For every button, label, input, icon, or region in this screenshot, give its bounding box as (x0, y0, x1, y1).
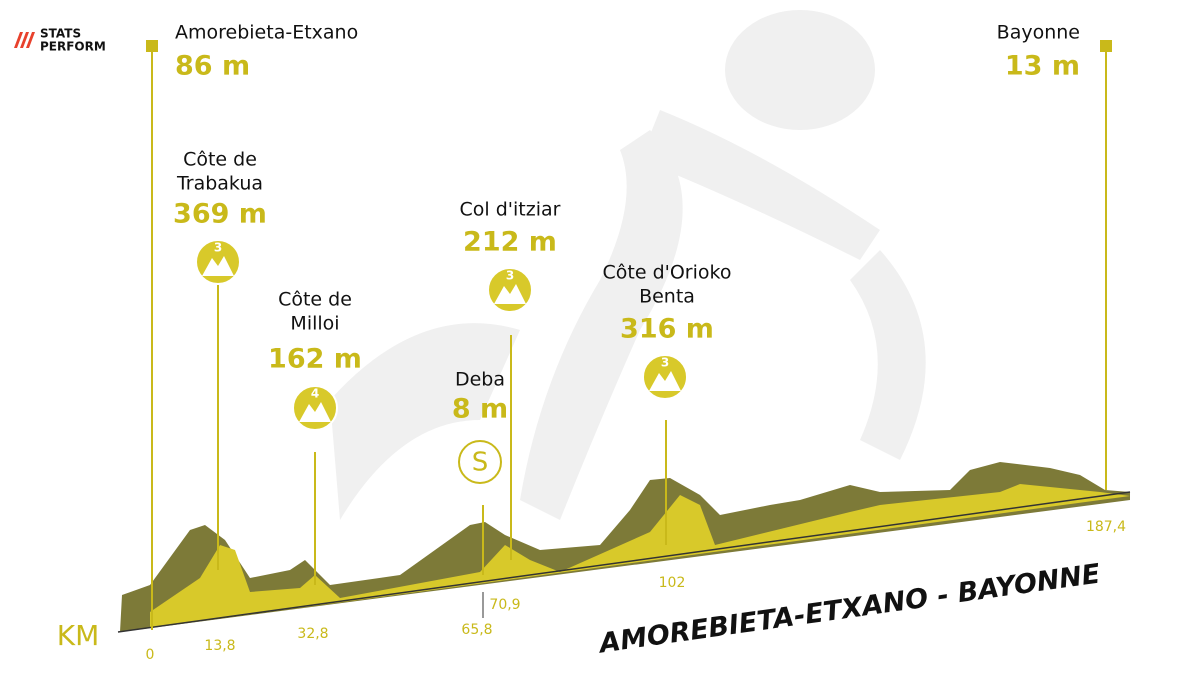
climb-category: 3 (214, 241, 222, 255)
finish-altitude: 13 m (1005, 51, 1080, 82)
climb-altitude: 369 m (173, 199, 267, 230)
climb-name: Côte de (183, 149, 257, 171)
climb-altitude: 162 m (268, 344, 362, 375)
climb-category: 3 (661, 356, 669, 370)
km-label: 0 (146, 647, 155, 663)
km-label: 32,8 (297, 626, 328, 642)
climb-altitude: 212 m (463, 227, 557, 258)
climb-category: 3 (506, 269, 514, 283)
climb-altitude: 316 m (620, 314, 714, 345)
brand-line: STATS (40, 27, 81, 41)
brand-line: PERFORM (40, 40, 106, 54)
finish-flag (1100, 40, 1112, 52)
km-label: 13,8 (204, 638, 235, 654)
start-name: Amorebieta-Etxano (175, 22, 358, 44)
baseline (117, 491, 1131, 633)
km-label: 187,4 (1086, 519, 1126, 535)
finish-name: Bayonne (997, 22, 1080, 44)
climb-name: Côte de (278, 289, 352, 311)
climb-category: 4 (311, 387, 319, 401)
km-label: 102 (659, 575, 686, 591)
climb-name: Benta (639, 286, 695, 308)
sprint-altitude: 8 m (452, 394, 508, 425)
start-flag (146, 40, 158, 52)
sprint: Deba 8 m S (452, 369, 508, 575)
axis-unit: KM (57, 619, 100, 652)
climb: Côte d'Orioko Benta 316 m 3 (603, 262, 732, 545)
climb: Côte de Milloi 162 m 4 (268, 289, 362, 585)
climb-name: Côte d'Orioko (603, 262, 732, 284)
climb: Côte de Trabakua 369 m 3 (173, 149, 267, 570)
logo: STATS PERFORM (14, 27, 106, 54)
climb: Col d'itziar 212 m 3 (460, 199, 561, 560)
climb-name: Milloi (290, 313, 339, 335)
profile-front (150, 484, 1130, 628)
km-label: 65,8 (461, 622, 492, 638)
watermark (330, 10, 926, 520)
sprint-symbol: S (472, 448, 489, 478)
km-label: 70,9 (489, 597, 520, 613)
sprint-name: Deba (455, 369, 505, 391)
climb-name: Trabakua (176, 173, 263, 195)
stage-title: AMOREBIETA-ETXANO - BAYONNE (596, 558, 1103, 659)
start-altitude: 86 m (175, 51, 250, 82)
climb-name: Col d'itziar (460, 199, 561, 221)
